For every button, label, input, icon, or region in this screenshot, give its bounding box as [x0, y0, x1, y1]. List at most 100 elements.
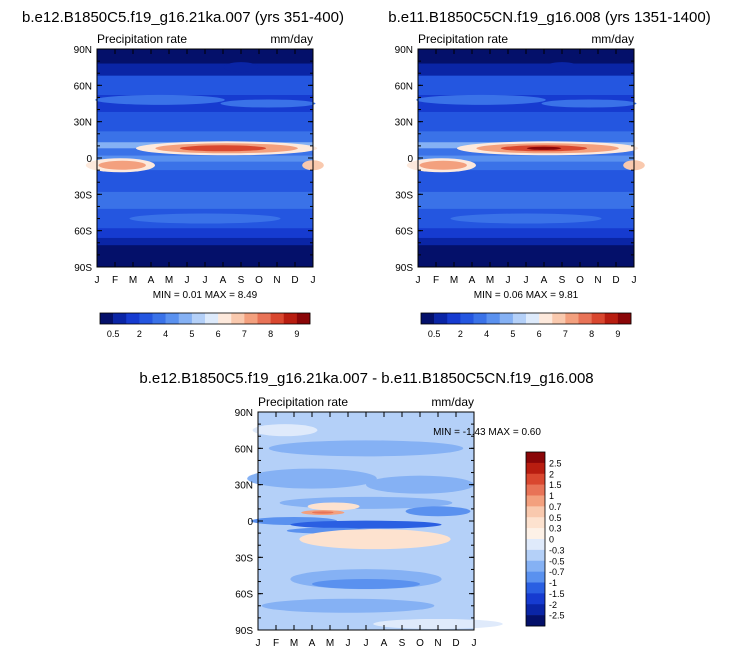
midlat-north-feature	[541, 99, 637, 108]
colorbar-swatch	[139, 313, 153, 324]
colorbar-swatch	[165, 313, 180, 324]
midlat-north-feature	[220, 99, 316, 108]
x-tick-label: N	[434, 638, 441, 649]
heatmap-field-3	[247, 412, 503, 630]
field-band	[418, 63, 634, 77]
x-tick-label: A	[381, 638, 388, 649]
diff-region	[290, 520, 442, 529]
itcz-south-core	[419, 160, 467, 170]
colorbar-swatch	[526, 615, 545, 627]
field-band	[418, 237, 634, 246]
x-tick-label: J	[311, 275, 316, 286]
x-tick-label: S	[399, 638, 406, 649]
y-tick-label: 60S	[74, 227, 92, 238]
field-band	[418, 111, 634, 132]
y-tick-label: 60N	[74, 81, 92, 92]
x-tick-label: J	[256, 638, 261, 649]
y-tick-label: 90S	[74, 263, 92, 274]
y-tick-label: 30N	[74, 118, 92, 129]
units-label: mm/day	[431, 395, 474, 409]
colorbar-label: -1.5	[549, 589, 565, 599]
colorbar-label: 7	[563, 329, 568, 339]
colorbar-label: 0.5	[428, 329, 441, 339]
y-tick-label: 60S	[235, 590, 253, 601]
colorbar-label: -0.5	[549, 556, 565, 566]
x-tick-label: A	[541, 275, 548, 286]
field-band	[418, 170, 634, 193]
colorbar-swatch	[526, 571, 545, 583]
x-tick-label: M	[129, 275, 137, 286]
colorbar-swatch	[526, 484, 545, 496]
colorbar-swatch	[604, 313, 619, 324]
colorbar-label: -0.3	[549, 545, 565, 555]
colorbar-swatch	[296, 313, 311, 324]
x-tick-label: S	[238, 275, 245, 286]
colorbar-label: 7	[242, 329, 247, 339]
field-band	[418, 191, 634, 210]
colorbar-label: 1.5	[549, 480, 562, 490]
title-left: b.e12.B1850C5.f19_g16.21ka.007 (yrs 351-…	[22, 9, 344, 26]
colorbar-swatch	[499, 313, 514, 324]
colorbar-swatch	[526, 593, 545, 605]
x-tick-label: A	[148, 275, 155, 286]
x-tick-label: J	[95, 275, 100, 286]
colorbar-label: 2	[549, 469, 554, 479]
colorbar-swatch	[526, 313, 540, 324]
midlat-south-feature	[450, 213, 602, 224]
diff-region	[373, 618, 503, 629]
colorbar-swatch	[244, 313, 258, 324]
diff-region	[268, 440, 464, 457]
x-tick-label: J	[472, 638, 477, 649]
colorbar-label: 0.7	[549, 502, 562, 512]
colorbar-swatch	[617, 313, 632, 324]
colorbar-swatch	[526, 604, 545, 616]
x-tick-label: F	[273, 638, 279, 649]
y-tick-label: 30S	[235, 553, 253, 564]
x-tick-label: D	[612, 275, 619, 286]
colorbar-swatch	[526, 473, 545, 485]
colorbar-label: 0.3	[549, 524, 562, 534]
y-tick-label: 30S	[395, 190, 413, 201]
field-band	[97, 191, 313, 210]
colorbar-swatch	[526, 549, 545, 562]
colorbar-label: 9	[294, 329, 299, 339]
x-tick-label: J	[506, 275, 511, 286]
colorbar-label: 8	[589, 329, 594, 339]
diff-positive-region	[307, 502, 360, 511]
variable-label: Precipitation rate	[418, 32, 508, 46]
x-tick-label: O	[416, 638, 424, 649]
field-band	[418, 131, 634, 143]
itcz-south-core	[98, 160, 146, 170]
colorbar-swatch	[447, 313, 461, 324]
x-tick-label: J	[632, 275, 637, 286]
colorbar-swatch	[526, 517, 545, 529]
variable-label: Precipitation rate	[97, 32, 187, 46]
colorbar-label: 0.5	[107, 329, 120, 339]
colorbar: 0.5 2 4 5 6 7 8 9	[420, 312, 632, 339]
x-tick-label: M	[165, 275, 173, 286]
y-tick-label: 60N	[235, 444, 253, 455]
x-tick-label: F	[433, 275, 439, 286]
colorbar-swatch	[473, 313, 487, 324]
colorbar-swatch	[100, 313, 114, 324]
colorbar-swatch	[539, 313, 553, 324]
diff-region	[252, 424, 318, 437]
colorbar-swatch	[526, 462, 545, 475]
colorbar-label: 8	[268, 329, 273, 339]
units-label: mm/day	[591, 32, 634, 46]
colorbar-frame	[99, 312, 311, 325]
heatmap-field-2	[406, 49, 645, 268]
y-tick-label: 90S	[235, 626, 253, 637]
colorbar-label: 5	[510, 329, 515, 339]
x-tick-label: M	[486, 275, 494, 286]
colorbar: 2.521.510.70.50.30-0.3-0.5-0.7-1-1.5-2-2…	[525, 451, 565, 627]
y-tick-label: 60S	[395, 227, 413, 238]
field-band	[97, 161, 313, 171]
field-band	[97, 155, 313, 163]
colorbar-label: 4	[484, 329, 489, 339]
colorbar-swatch	[421, 313, 435, 324]
title-right: b.e11.B1850C5CN.f19_g16.008 (yrs 1351-14…	[388, 9, 711, 26]
colorbar-label: 5	[189, 329, 194, 339]
colorbar: 0.5 2 4 5 6 7 8 9	[99, 312, 311, 339]
